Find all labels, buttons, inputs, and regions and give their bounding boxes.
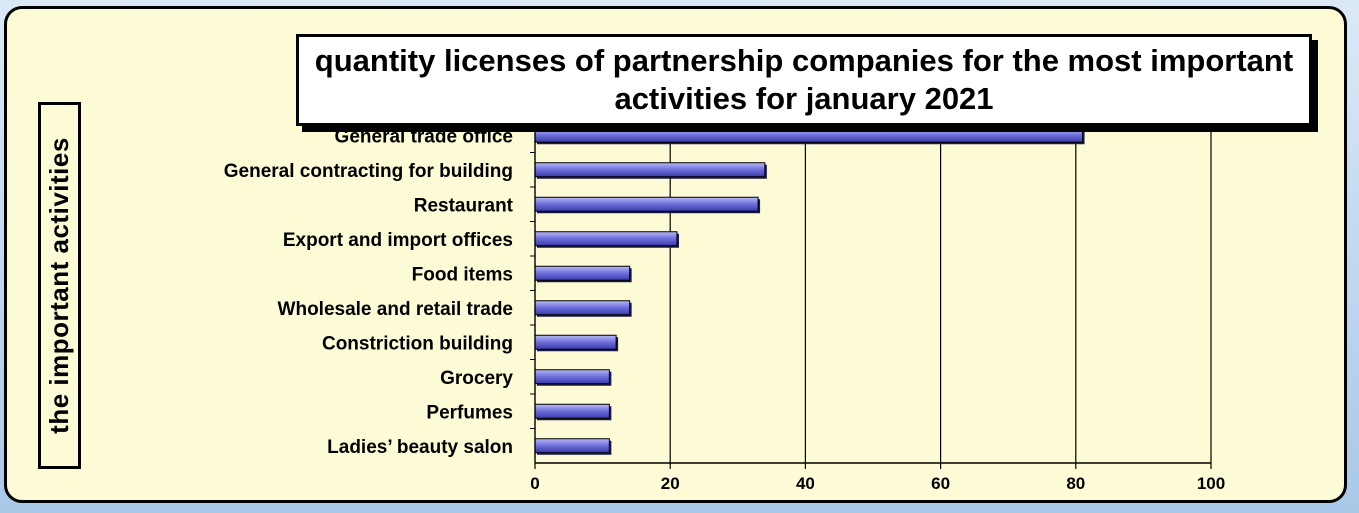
axes (530, 117, 1212, 469)
bar-general-contracting-for-building (534, 162, 766, 178)
x-tick-label: 80 (1066, 474, 1085, 493)
bar-grocery (534, 369, 610, 385)
category-label: Export and import offices (283, 230, 513, 251)
bar-ladies-beauty-salon (534, 438, 610, 454)
y-axis-label-box: the important activities (38, 102, 81, 469)
labels: 0 20 40 60 80 100 General trade office General … (224, 126, 1225, 493)
category-label: Grocery (440, 368, 513, 389)
x-tick-label: 20 (661, 474, 680, 493)
x-tick-label: 60 (931, 474, 950, 493)
category-label: General contracting for building (224, 161, 513, 182)
category-label: Constriction building (322, 333, 513, 354)
category-label: Ladies’ beauty salon (327, 437, 513, 458)
bar-food-items (534, 265, 631, 281)
category-label: Restaurant (414, 195, 514, 216)
chart-title-box: quantity licenses of partnership compani… (296, 34, 1312, 126)
chart-title: quantity licenses of partnership compani… (314, 43, 1294, 116)
bar-wholesale-and-retail-trade (534, 300, 631, 316)
bar-export-and-import-offices (534, 231, 678, 247)
category-label: General trade office (335, 126, 513, 147)
bar-general-trade-office (534, 127, 1084, 143)
bar-constriction-building (534, 334, 617, 350)
bar-restaurant (534, 196, 759, 212)
bar-perfumes (534, 403, 610, 419)
x-tick-label: 40 (796, 474, 815, 493)
category-label: Perfumes (426, 402, 513, 423)
x-tick-label: 100 (1197, 474, 1225, 493)
category-label: Wholesale and retail trade (278, 299, 513, 320)
x-tick-label: 0 (530, 474, 539, 493)
category-label: Food items (412, 264, 513, 285)
bars (534, 127, 1085, 455)
